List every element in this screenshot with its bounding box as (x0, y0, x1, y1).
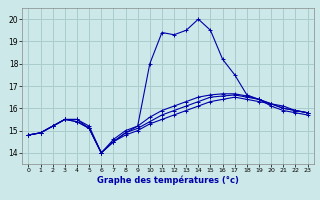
X-axis label: Graphe des températures (°c): Graphe des températures (°c) (97, 176, 239, 185)
